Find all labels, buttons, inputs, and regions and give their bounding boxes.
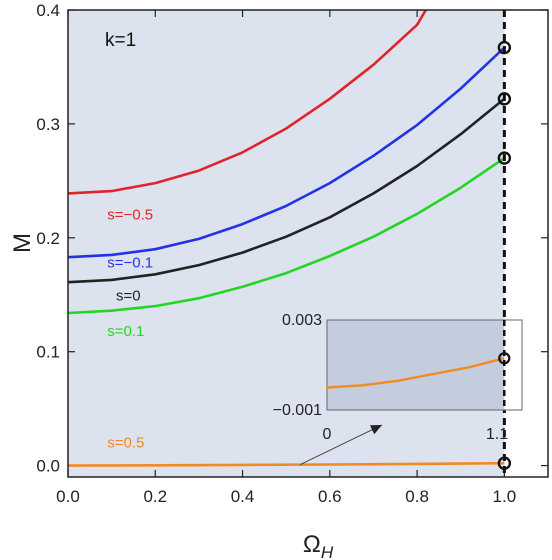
pointer-arrowhead: [369, 425, 382, 435]
series-line: [67, 461, 505, 467]
x-tick-label: 0.2: [143, 487, 167, 506]
inset-unshaded-region: [504, 320, 522, 410]
inset-y-tick-label: 0.003: [282, 312, 322, 329]
series-label: s=0: [116, 287, 141, 304]
x-tick-label: 0.0: [56, 487, 80, 506]
x-axis-title-main: Ω: [303, 531, 321, 558]
inset-x-tick-label: 1.1: [486, 426, 508, 443]
endpoint-markers: [497, 40, 512, 470]
series-labels: s=−0.5 s=−0.1 s=0 s=0.1 s=0.5: [107, 207, 153, 452]
endpoint-marker: [497, 40, 512, 55]
x-tick-label: 0.4: [231, 487, 255, 506]
endpoint-marker: [497, 456, 512, 470]
x-axis-title-subscript: H: [321, 543, 334, 560]
inset-y-tick-label: −0.001: [273, 402, 322, 419]
inset-pointer-arrow: [299, 424, 383, 466]
y-tick-label: 0.3: [36, 115, 60, 134]
series-line: [67, 157, 506, 315]
inset-series-line: [326, 357, 505, 389]
panel-label: k=1: [105, 30, 136, 51]
series-line: [67, 97, 506, 284]
y-tick-label: 0.1: [36, 343, 60, 362]
plot-frame: [67, 9, 549, 478]
tick-labels: 0.0 0.2 0.4 0.6 0.8 1.0 0.0 0.1 0.2 0.3 0.4: [36, 1, 516, 506]
y-axis-title: M: [9, 233, 36, 253]
y-tick-label: 0.4: [36, 1, 60, 20]
x-axis-title: ΩH: [303, 531, 334, 560]
endpoint-marker: [497, 92, 512, 106]
series-label: s=−0.1: [107, 254, 153, 271]
series-label: s=−0.5: [107, 207, 153, 224]
x-tick-label: 0.8: [405, 487, 429, 506]
inset-background: [326, 319, 523, 411]
x-tick-label: 1.0: [493, 487, 517, 506]
series-label: s=0.5: [107, 434, 144, 451]
x-tick-label: 0.6: [318, 487, 342, 506]
series-label: s=0.1: [107, 323, 144, 340]
inset-x-tick-label: 0: [323, 426, 332, 443]
y-tick-label: 0.0: [36, 457, 60, 476]
endpoint-marker: [497, 151, 512, 165]
pointer-line: [299, 424, 383, 466]
y-tick-label: 0.2: [36, 229, 60, 248]
series-line: [67, 46, 506, 259]
series-line: [67, 9, 427, 195]
series-lines: [67, 9, 506, 467]
